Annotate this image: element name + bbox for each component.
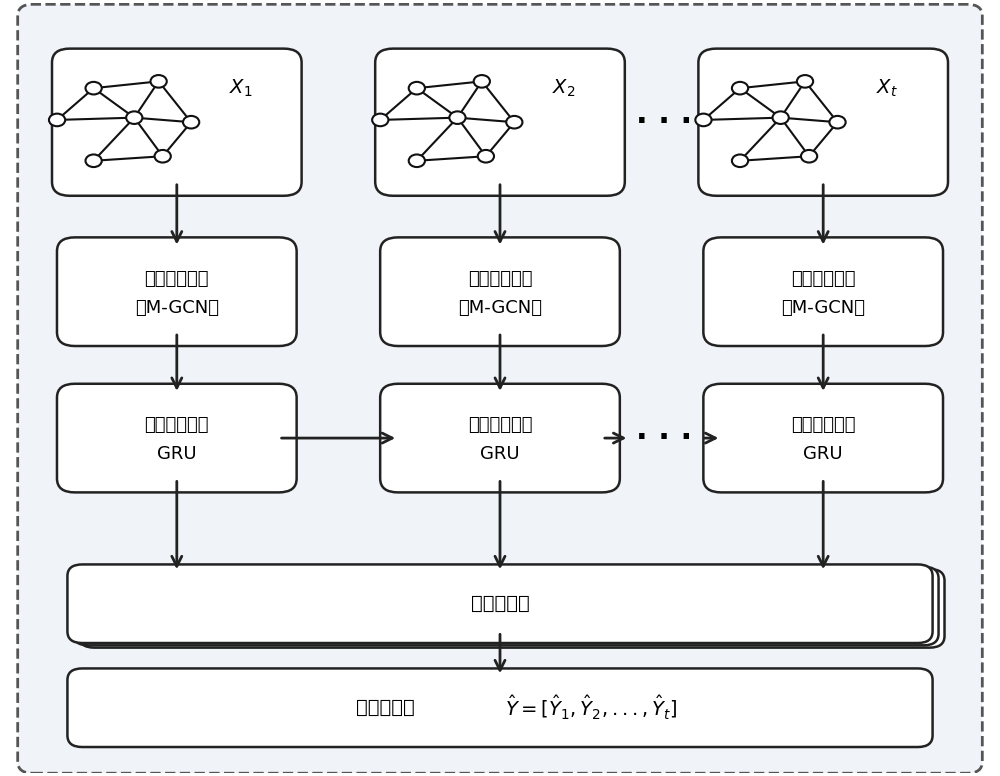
FancyBboxPatch shape xyxy=(703,384,943,493)
Circle shape xyxy=(372,113,388,126)
Circle shape xyxy=(126,112,142,124)
Circle shape xyxy=(801,150,817,162)
Circle shape xyxy=(155,150,171,162)
Circle shape xyxy=(732,81,748,95)
FancyBboxPatch shape xyxy=(380,384,620,493)
Circle shape xyxy=(183,116,199,129)
Circle shape xyxy=(474,75,490,88)
Text: 多尺度图卷积: 多尺度图卷积 xyxy=(468,270,532,288)
Text: 多尺度图卷积: 多尺度图卷积 xyxy=(791,270,855,288)
Text: GRU: GRU xyxy=(803,445,843,463)
FancyBboxPatch shape xyxy=(698,49,948,196)
Text: $\hat{Y}=[\hat{Y}_1,\hat{Y}_2,...,\hat{Y}_t]$: $\hat{Y}=[\hat{Y}_1,\hat{Y}_2,...,\hat{Y… xyxy=(505,694,677,722)
Circle shape xyxy=(409,154,425,167)
Circle shape xyxy=(151,75,167,88)
FancyBboxPatch shape xyxy=(703,237,943,346)
Text: GRU: GRU xyxy=(480,445,520,463)
Circle shape xyxy=(86,154,102,167)
Text: · · ·: · · · xyxy=(636,108,692,137)
Circle shape xyxy=(732,154,748,167)
Text: 线性转换层: 线性转换层 xyxy=(471,594,529,613)
Text: 门控循环单元: 门控循环单元 xyxy=(145,416,209,434)
Circle shape xyxy=(829,116,846,129)
FancyBboxPatch shape xyxy=(57,237,297,346)
FancyBboxPatch shape xyxy=(375,49,625,196)
Text: $X_2$: $X_2$ xyxy=(552,78,576,99)
Text: （M-GCN）: （M-GCN） xyxy=(458,299,542,317)
FancyBboxPatch shape xyxy=(73,566,939,646)
Text: 生成预测：: 生成预测： xyxy=(356,698,415,717)
Text: 多尺度图卷积: 多尺度图卷积 xyxy=(145,270,209,288)
Circle shape xyxy=(797,75,813,88)
Text: $X_1$: $X_1$ xyxy=(229,78,253,99)
Circle shape xyxy=(506,116,522,129)
Circle shape xyxy=(773,112,789,124)
Circle shape xyxy=(478,150,494,162)
Text: $X_t$: $X_t$ xyxy=(876,78,898,99)
FancyBboxPatch shape xyxy=(79,569,945,648)
Text: （M-GCN）: （M-GCN） xyxy=(781,299,865,317)
Circle shape xyxy=(695,113,712,126)
Circle shape xyxy=(409,81,425,95)
Text: 门控循环单元: 门控循环单元 xyxy=(468,416,532,434)
FancyBboxPatch shape xyxy=(57,384,297,493)
FancyBboxPatch shape xyxy=(67,564,933,643)
Text: GRU: GRU xyxy=(157,445,197,463)
Text: （M-GCN）: （M-GCN） xyxy=(135,299,219,317)
FancyBboxPatch shape xyxy=(52,49,302,196)
Circle shape xyxy=(86,81,102,95)
FancyBboxPatch shape xyxy=(380,237,620,346)
FancyBboxPatch shape xyxy=(67,668,933,747)
Circle shape xyxy=(449,112,466,124)
Circle shape xyxy=(49,113,65,126)
Text: 门控循环单元: 门控循环单元 xyxy=(791,416,855,434)
Text: · · ·: · · · xyxy=(636,424,692,452)
FancyBboxPatch shape xyxy=(18,5,982,773)
